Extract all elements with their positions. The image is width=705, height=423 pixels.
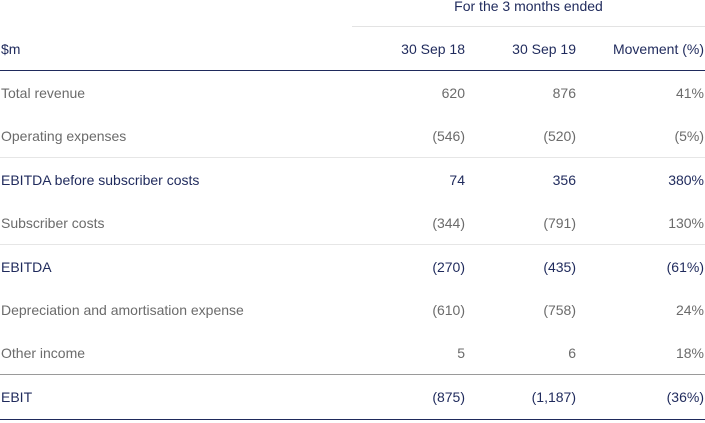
row-value-movement: (61%) [666, 258, 704, 275]
period-header-text: For the 3 months ended [454, 0, 603, 14]
row-value-movement: 24% [675, 301, 704, 318]
row-value-sep19: 876 [552, 84, 576, 101]
row-label: Total revenue [1, 84, 86, 101]
row-value-sep19: (791) [466, 201, 577, 245]
table-row-subscriber-costs: Subscriber costs (344) (791) 130% [0, 201, 705, 245]
row-value-sep18: 74 [449, 171, 465, 188]
row-label: EBITDA before subscriber costs [1, 171, 200, 188]
column-header-label: $m [0, 27, 352, 71]
table-row-total-revenue: Total revenue 620 876 41% [0, 71, 705, 115]
table-row-other-income: Other income 5 6 18% [0, 331, 705, 375]
row-label: Other income [0, 331, 352, 375]
row-value-sep19: 356 [552, 171, 576, 188]
table-row-ebitda: EBITDA (270) (435) (61%) [0, 245, 705, 289]
row-value-sep18: (270) [432, 258, 465, 275]
row-label: Subscriber costs [0, 201, 352, 245]
row-value-sep19: (520) [466, 114, 577, 158]
table-row-operating-expenses: Operating expenses (546) (520) (5%) [0, 114, 705, 158]
row-value-sep18: 5 [352, 331, 466, 375]
column-header-row: $m 30 Sep 18 30 Sep 19 Movement (%) [0, 27, 705, 71]
row-value-sep19: 6 [466, 331, 577, 375]
row-value-sep19: (435) [543, 258, 576, 275]
row-value-sep19: (758) [543, 301, 576, 318]
row-label: EBITDA [1, 258, 52, 275]
row-value-movement: 380% [668, 171, 704, 188]
period-header: For the 3 months ended [352, 0, 705, 27]
table-row-ebit: EBIT (875) (1,187) (36%) [0, 374, 705, 420]
row-value-sep18: (546) [352, 114, 466, 158]
row-label: Depreciation and amortisation expense [1, 301, 244, 318]
row-value-movement: 41% [675, 84, 704, 101]
row-label: Operating expenses [0, 114, 352, 158]
row-label: EBIT [0, 374, 352, 420]
row-value-sep19: (1,187) [466, 374, 577, 420]
row-value-movement: (5%) [577, 114, 705, 158]
income-statement-table: $m 30 Sep 18 30 Sep 19 Movement (%) Tota… [0, 27, 705, 420]
column-header-sep18: 30 Sep 18 [352, 27, 466, 71]
row-value-sep18: (344) [352, 201, 466, 245]
row-value-movement: 18% [577, 331, 705, 375]
row-value-sep18: (875) [352, 374, 466, 420]
row-value-movement: 130% [577, 201, 705, 245]
row-value-sep18: 620 [441, 84, 465, 101]
table-row-depreciation: Depreciation and amortisation expense (6… [0, 288, 705, 331]
table-row-ebitda-before-subscriber-costs: EBITDA before subscriber costs 74 356 38… [0, 158, 705, 202]
row-value-movement: (36%) [577, 374, 705, 420]
column-header-sep19: 30 Sep 19 [466, 27, 577, 71]
row-value-sep18: (610) [432, 301, 465, 318]
column-header-movement: Movement (%) [577, 27, 705, 71]
